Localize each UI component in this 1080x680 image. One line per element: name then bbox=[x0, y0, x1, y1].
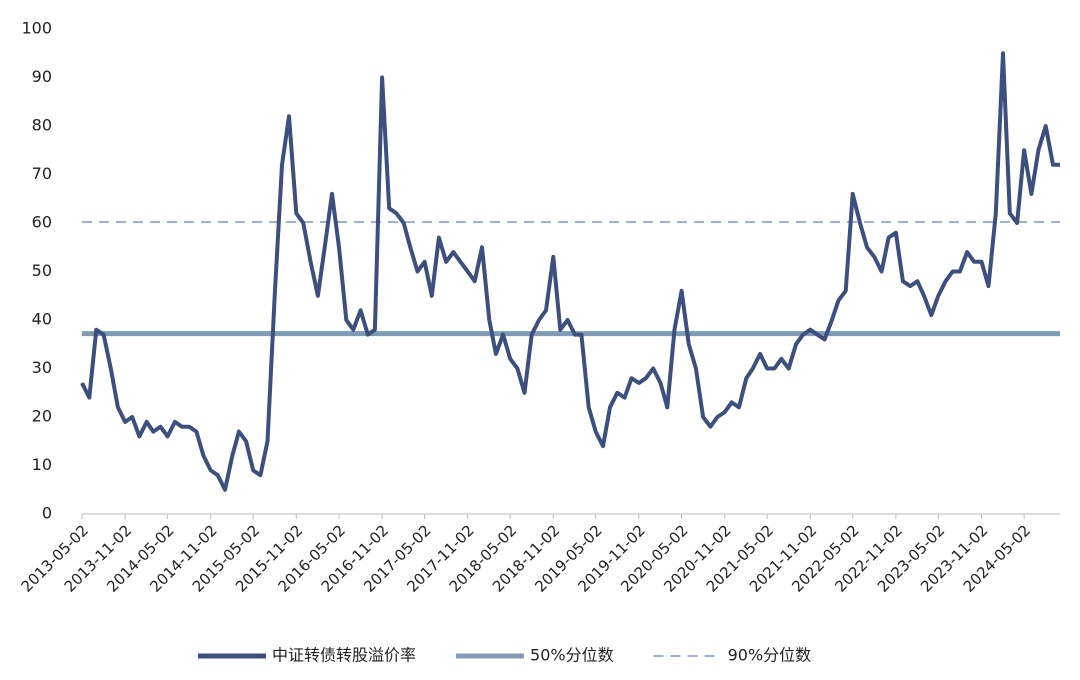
legend-label: 中证转债转股溢价率 bbox=[272, 646, 416, 665]
data-line bbox=[80, 51, 1060, 492]
y-tick-label: 60 bbox=[32, 213, 52, 232]
y-tick-label: 70 bbox=[32, 164, 52, 183]
y-tick-label: 50 bbox=[32, 261, 52, 280]
y-tick-label: 10 bbox=[32, 455, 52, 474]
legend-label: 50%分位数 bbox=[530, 646, 614, 665]
y-tick-label: 20 bbox=[32, 407, 52, 426]
y-tick-label: 100 bbox=[21, 19, 52, 38]
y-tick-label: 0 bbox=[42, 504, 52, 523]
y-tick-label: 90 bbox=[32, 67, 52, 86]
legend-label: 90%分位数 bbox=[728, 646, 812, 665]
y-tick-label: 80 bbox=[32, 116, 52, 135]
y-tick-label: 30 bbox=[32, 358, 52, 377]
y-tick-label: 40 bbox=[32, 310, 52, 329]
